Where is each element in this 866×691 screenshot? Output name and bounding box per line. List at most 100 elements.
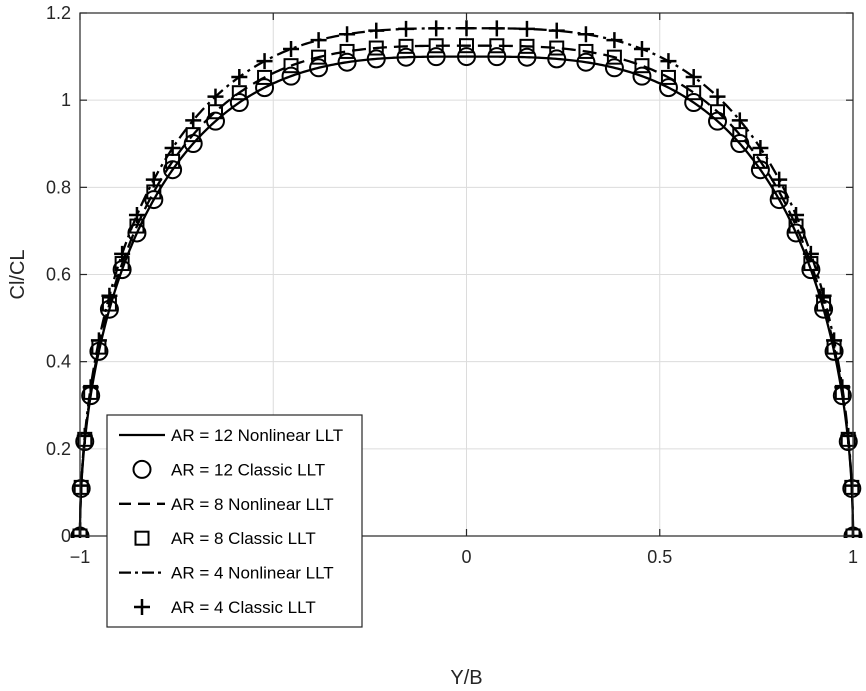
x-tick-label: 0.5 — [647, 547, 672, 567]
series-3-point — [710, 104, 726, 120]
series-5-point — [788, 207, 805, 224]
series-5-point — [488, 20, 505, 37]
series-1-point — [309, 58, 329, 78]
x-tick-label: 0 — [461, 547, 471, 567]
series-5-point — [283, 40, 300, 57]
y-tick-labels: 0 0.2 0.4 0.6 0.8 1 1.2 — [46, 3, 71, 546]
legend-entry-5: AR = 4 Classic LLT — [171, 598, 316, 617]
series-5-point — [368, 22, 385, 39]
axis-ticks — [79, 12, 854, 537]
series-5-point — [82, 379, 99, 396]
legend: AR = 12 Nonlinear LLT AR = 12 Classic LLT… — [106, 414, 363, 628]
legend-entry-2: AR = 8 Nonlinear LLT — [171, 495, 334, 514]
series-1-point — [750, 160, 770, 180]
series-5-point — [771, 171, 788, 188]
series-1-point — [205, 111, 225, 131]
legend-box — [106, 414, 363, 628]
series-1-point — [547, 49, 567, 69]
series-line-2 — [78, 44, 855, 537]
legend-marker-5 — [134, 599, 150, 615]
series-5-point — [660, 53, 677, 70]
series-5-point — [731, 112, 748, 129]
series-5-point — [606, 32, 623, 49]
series-1-point — [255, 78, 275, 98]
series-3-point — [368, 40, 384, 56]
series-line-0 — [78, 55, 855, 537]
series-5-point — [73, 477, 90, 494]
grid-lines — [79, 12, 854, 537]
legend-marker-1 — [132, 459, 152, 479]
y-axis-label: Cl/CL — [7, 249, 29, 299]
series-5-point — [518, 20, 535, 37]
series-5-point — [843, 477, 860, 494]
series-1-point — [786, 223, 806, 243]
series-3-point — [634, 58, 650, 74]
series-5-point — [826, 332, 843, 349]
series-3-point — [428, 38, 444, 54]
series-3-point — [231, 85, 247, 101]
series-1-point — [163, 160, 183, 180]
series-5-point — [398, 20, 415, 37]
series-3-point — [311, 49, 327, 65]
series-5-point — [815, 287, 832, 304]
plot-series-area — [70, 20, 863, 538]
x-tick-label: −1 — [70, 547, 91, 567]
legend-entry-3: AR = 8 Classic LLT — [171, 529, 316, 548]
series-5-point — [90, 332, 107, 349]
x-axis-label: Y/B — [450, 667, 482, 689]
series-1-point — [658, 78, 678, 98]
series-1-point — [144, 190, 164, 210]
series-5-point — [310, 32, 327, 49]
series-5-point — [709, 88, 726, 105]
y-tick-label: 1.2 — [46, 3, 71, 23]
series-5-point — [548, 22, 565, 39]
series-1-point — [632, 66, 652, 86]
series-3-point — [549, 40, 565, 56]
series-5-point — [752, 140, 769, 157]
series-5-point — [231, 68, 248, 85]
series-5-point — [428, 20, 445, 37]
series-3-point — [459, 38, 474, 54]
series-1-point — [396, 47, 416, 67]
series-1-point — [281, 66, 301, 86]
series-1-point — [517, 47, 537, 67]
series-1-point — [127, 223, 147, 243]
x-tick-label: 1 — [848, 547, 858, 567]
series-3-point — [283, 58, 299, 74]
series-1-point — [457, 47, 476, 67]
series-markers — [70, 20, 863, 538]
series-1-point — [769, 190, 789, 210]
series-3-point — [257, 69, 273, 85]
series-5-point — [256, 53, 273, 70]
series-1-point — [426, 47, 446, 67]
series-1-point — [604, 58, 624, 78]
y-tick-label: 0 — [61, 526, 71, 546]
series-1-point — [684, 93, 704, 113]
y-tick-label: 0.8 — [46, 177, 71, 197]
y-tick-label: 0.6 — [46, 265, 71, 285]
y-tick-label: 0.4 — [46, 352, 71, 372]
legend-entry-0: AR = 12 Nonlinear LLT — [171, 426, 343, 445]
series-5-point — [164, 140, 181, 157]
series-3-point — [489, 38, 505, 54]
series-5-point — [802, 245, 819, 262]
series-5-point — [633, 40, 650, 57]
series-1-point — [337, 52, 357, 72]
series-1-point — [708, 111, 728, 131]
series-5-point — [145, 171, 162, 188]
y-tick-label: 1 — [61, 90, 71, 110]
y-tick-label: 0.2 — [46, 439, 71, 459]
series-1-point — [229, 93, 249, 113]
series-3-point — [339, 43, 355, 59]
series-1-point — [183, 134, 203, 154]
series-5-point — [114, 245, 131, 262]
series-3-point — [606, 49, 622, 65]
series-5-point — [834, 379, 851, 396]
series-3-point — [660, 69, 676, 85]
series-5-point — [577, 26, 594, 43]
series-3-point — [398, 38, 414, 54]
series-3-point — [207, 104, 223, 120]
series-5-point — [185, 112, 202, 129]
series-5-point — [207, 88, 224, 105]
